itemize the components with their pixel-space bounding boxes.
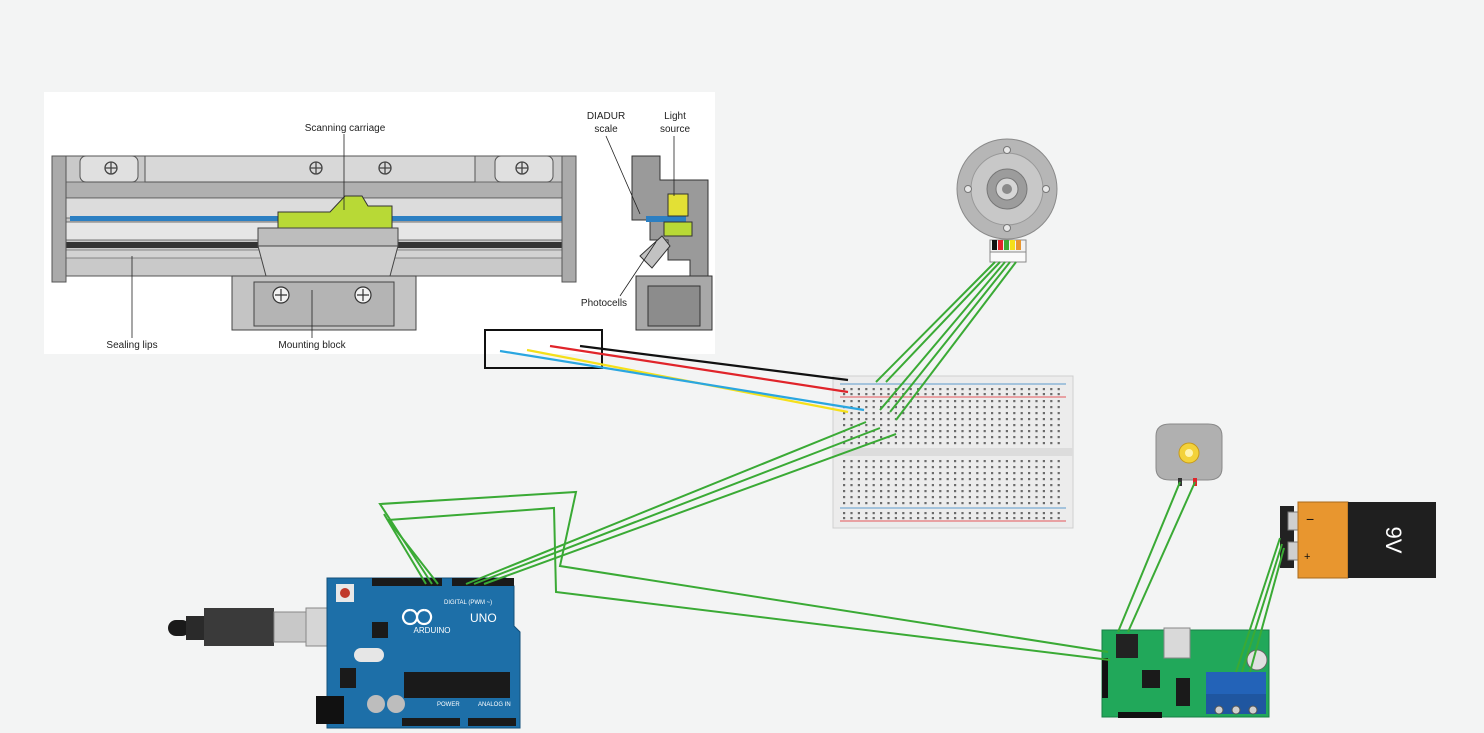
breadboard[interactable] [832, 375, 1074, 529]
label-sealing-lips: Sealing lips [106, 340, 157, 351]
label-diadur-scale-line1: DIADUR [587, 111, 625, 122]
encoder-cable-wires [499, 344, 865, 414]
battery-9v[interactable]: − + 9V [1280, 501, 1436, 579]
battery-label: 9V [1381, 527, 1406, 554]
arduino-power-label: POWER [437, 702, 460, 708]
encoder-motor[interactable] [956, 138, 1058, 263]
label-photocells: Photocells [581, 298, 627, 309]
green-wires [378, 261, 1285, 673]
label-light-source-line1: Light [664, 111, 686, 122]
arduino-brand: ARDUINO [414, 626, 451, 635]
label-scanning-carriage: Scanning carriage [305, 123, 386, 134]
arduino-uno[interactable]: ARDUINO UNO DIGITAL (PWM ~) POWER ANALOG… [168, 577, 521, 729]
label-mounting-block: Mounting block [278, 340, 346, 351]
dc-motor[interactable] [1155, 423, 1223, 486]
battery-minus-symbol: − [1306, 511, 1314, 527]
arduino-model: UNO [470, 611, 497, 625]
wire-black [579, 344, 849, 382]
wire-blue [499, 349, 865, 412]
linear-encoder-diagram: Scanning carriage DIADUR scale Light sou… [44, 92, 715, 354]
wire-red [549, 344, 849, 394]
battery-plus-symbol: + [1304, 551, 1310, 563]
arduino-digital-label: DIGITAL (PWM ~) [444, 600, 492, 606]
motor-driver-board[interactable] [1101, 627, 1270, 718]
label-light-source-line2: source [660, 124, 690, 135]
arduino-analog-label: ANALOG IN [478, 702, 511, 708]
label-diadur-scale-line2: scale [594, 124, 618, 135]
